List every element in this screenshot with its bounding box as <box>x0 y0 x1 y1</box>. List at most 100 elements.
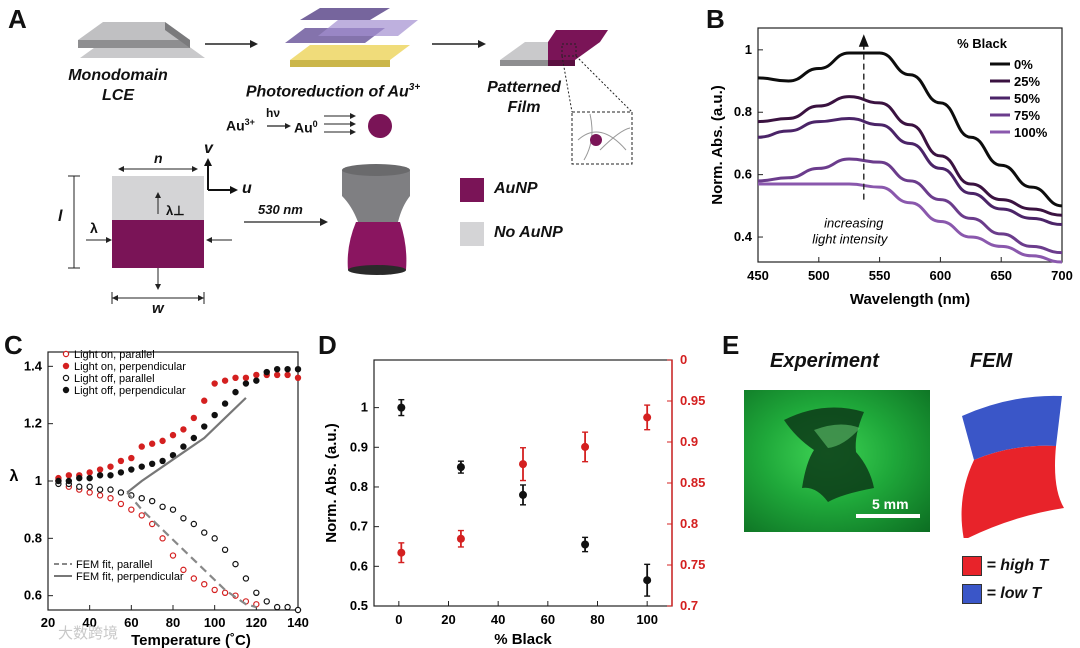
u-label: u <box>242 180 252 197</box>
data-point <box>169 506 177 513</box>
data-point <box>65 472 73 479</box>
experiment-sample-shape <box>784 407 920 518</box>
data-point <box>294 374 302 382</box>
panel-d-letter: D <box>318 330 337 360</box>
data-point <box>180 443 187 450</box>
data-point <box>294 606 302 614</box>
plot-frame <box>757 27 1063 263</box>
data-point <box>86 489 93 496</box>
x-tick-label: 450 <box>747 268 769 283</box>
series-line-25% <box>757 95 1063 217</box>
data-point <box>201 423 208 430</box>
x-axis-label: Wavelength (nm) <box>850 291 970 308</box>
data-point <box>159 503 166 510</box>
y2-tick-label: 0.95 <box>680 393 705 408</box>
data-point <box>397 403 406 412</box>
legend-marker <box>62 386 70 394</box>
legend-label: Light on, parallel <box>74 349 155 361</box>
lambda-label: λ <box>90 220 98 236</box>
plot-frame <box>373 359 673 607</box>
data-point <box>107 494 114 502</box>
legend-no-aunp-swatch <box>460 222 484 246</box>
data-point <box>76 483 83 490</box>
x-tick-label: 120 <box>245 615 267 630</box>
photoreduction-label: Photoreduction of Au3+ <box>245 82 421 101</box>
data-point <box>138 494 145 502</box>
data-point <box>397 548 406 557</box>
data-point <box>201 529 208 536</box>
data-point <box>159 535 166 542</box>
data-point <box>148 520 156 528</box>
x-tick-label: 0 <box>395 612 402 627</box>
l-label: l <box>58 208 63 225</box>
deformed-cylinder <box>342 164 410 275</box>
data-point <box>232 374 239 382</box>
data-point <box>148 440 156 447</box>
legend-label: Light off, perpendicular <box>74 385 186 397</box>
data-point <box>169 451 177 459</box>
series-line-0% <box>757 51 1063 208</box>
panel-a-letter: A <box>8 4 27 34</box>
patterned-film-label: Patterned Film <box>487 79 561 116</box>
y2-tick-label: 0.8 <box>680 516 698 531</box>
data-point <box>138 512 145 519</box>
legend-marker <box>62 350 70 358</box>
data-point <box>117 457 125 465</box>
patterned-film <box>500 30 633 165</box>
x-tick-label: 700 <box>1051 268 1073 283</box>
data-point <box>221 377 229 384</box>
data-point <box>96 472 104 479</box>
legend-high-t: = high T <box>962 556 1048 576</box>
data-point <box>117 469 125 476</box>
scale-bar-label: 5 mm <box>872 496 909 512</box>
data-point <box>242 374 250 382</box>
x-axis-label: % Black <box>494 631 552 648</box>
data-point <box>117 500 125 508</box>
y-tick-label: 0.8 <box>24 530 42 545</box>
series-line-100% <box>758 182 1063 264</box>
v-label: v <box>204 140 213 157</box>
legend-label: FEM fit, parallel <box>76 559 152 571</box>
fem-low-t-region <box>962 395 1062 460</box>
x-tick-label: 60 <box>541 612 555 627</box>
y-axis-label: λ <box>10 468 19 485</box>
experiment-photo: 5 mm <box>744 390 930 532</box>
x-tick-label: 100 <box>636 612 658 627</box>
x-tick-label: 20 <box>441 612 455 627</box>
data-point <box>456 534 465 543</box>
legend-label: 75% <box>1014 108 1040 123</box>
fem-fit-line <box>126 397 247 494</box>
legend-label: 25% <box>1014 74 1040 89</box>
low-t-swatch <box>962 584 982 604</box>
chart-c: 20 40 60 80 100 120 140 0.6 0.8 1 1.2 1.4 Temperatur… <box>10 349 309 648</box>
data-point <box>148 460 156 467</box>
lambda-perp-label: λ⊥ <box>166 203 185 218</box>
legend-marker <box>62 362 70 370</box>
legend-label: 100% <box>1014 125 1048 140</box>
y-tick-label: 1 <box>35 473 42 488</box>
data-point <box>253 377 260 384</box>
data-point <box>190 575 198 582</box>
data-point <box>232 560 239 568</box>
y2-tick-label: 0.7 <box>680 598 698 613</box>
data-point <box>96 492 104 499</box>
fem-title: FEM <box>970 350 1013 372</box>
experiment-title: Experiment <box>770 350 879 372</box>
y-tick-label: 0.9 <box>350 439 368 454</box>
data-point <box>242 380 250 387</box>
reaction-left: Au3+ <box>226 117 255 134</box>
x-tick-label: 80 <box>590 612 604 627</box>
annotation-line-1: increasing <box>824 216 884 231</box>
data-point <box>201 397 208 404</box>
data-point <box>128 506 135 513</box>
x-tick-label: 40 <box>82 615 96 630</box>
data-point <box>581 442 590 451</box>
y2-tick-label: 0.85 <box>680 475 705 490</box>
data-point <box>190 520 198 528</box>
x-tick-label: 650 <box>990 268 1012 283</box>
data-point <box>221 400 229 407</box>
hv-label: hν <box>266 106 281 120</box>
fem-model <box>961 395 1064 538</box>
y-tick-label: 0.4 <box>734 229 753 244</box>
legend-aunp-label: AuNP <box>494 180 538 197</box>
